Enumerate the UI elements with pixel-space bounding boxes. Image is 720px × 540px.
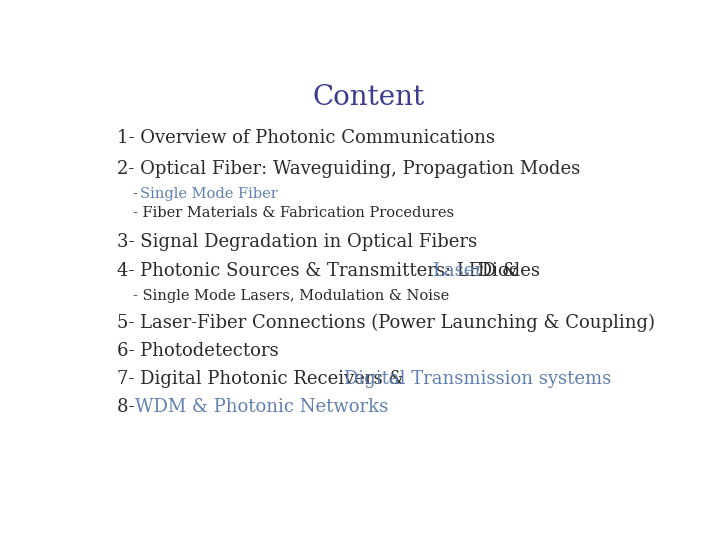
Text: - Fiber Materials & Fabrication Procedures: - Fiber Materials & Fabrication Procedur… <box>132 206 454 220</box>
Text: 2- Optical Fiber: Waveguiding, Propagation Modes: 2- Optical Fiber: Waveguiding, Propagati… <box>117 160 580 178</box>
Text: 6- Photodetectors: 6- Photodetectors <box>117 342 279 360</box>
Text: Digital Transmission systems: Digital Transmission systems <box>344 370 611 388</box>
Text: WDM & Photonic Networks: WDM & Photonic Networks <box>135 399 388 416</box>
Text: 5- Laser-Fiber Connections (Power Launching & Coupling): 5- Laser-Fiber Connections (Power Launch… <box>117 314 655 332</box>
Text: -: - <box>132 187 142 201</box>
Text: Laser: Laser <box>432 262 483 280</box>
Text: - Single Mode Lasers, Modulation & Noise: - Single Mode Lasers, Modulation & Noise <box>132 289 449 303</box>
Text: 1- Overview of Photonic Communications: 1- Overview of Photonic Communications <box>117 129 495 147</box>
Text: Content: Content <box>313 84 425 111</box>
Text: Single Mode Fiber: Single Mode Fiber <box>140 187 278 201</box>
Text: 7- Digital Photonic Receivers &: 7- Digital Photonic Receivers & <box>117 370 410 388</box>
Text: 3- Signal Degradation in Optical Fibers: 3- Signal Degradation in Optical Fibers <box>117 233 477 251</box>
Text: 4- Photonic Sources & Transmitters: LED &: 4- Photonic Sources & Transmitters: LED … <box>117 262 524 280</box>
Text: Diodes: Diodes <box>472 262 540 280</box>
Text: 8-: 8- <box>117 399 140 416</box>
